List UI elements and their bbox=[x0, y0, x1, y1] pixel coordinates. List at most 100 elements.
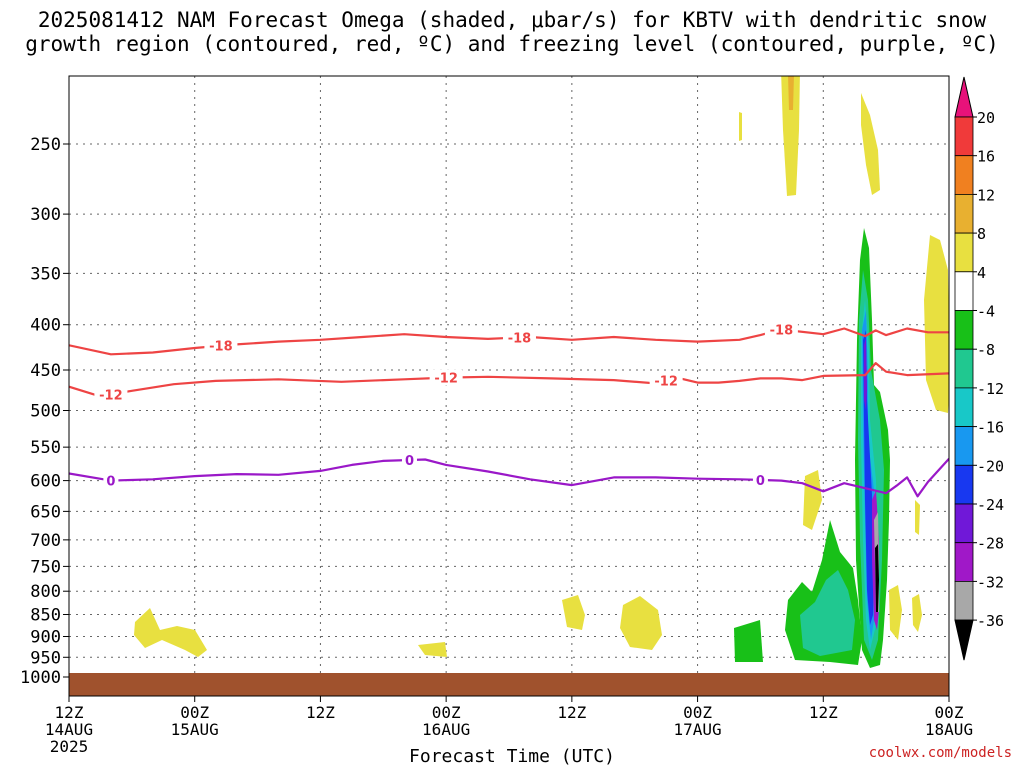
x-tick-label: 17AUG bbox=[673, 720, 721, 739]
omega-blob bbox=[861, 93, 880, 195]
omega-shading bbox=[69, 76, 949, 696]
x-tick-label: 12Z bbox=[809, 703, 838, 722]
y-tick-label: 700 bbox=[30, 531, 61, 551]
colorbar-label: -16 bbox=[977, 419, 1004, 437]
colorbar-top-arrow bbox=[954, 76, 974, 118]
colorbar-label: -20 bbox=[977, 457, 1004, 475]
source-credit: coolwx.com/models bbox=[868, 745, 1012, 761]
colorbar-label: -28 bbox=[977, 535, 1004, 553]
chart-title-line1: 2025081412 NAM Forecast Omega (shaded, μ… bbox=[37, 8, 987, 32]
colorbar-label: 20 bbox=[977, 109, 995, 127]
omega-blob bbox=[620, 596, 662, 650]
omega-blob bbox=[800, 570, 855, 656]
x-tick-label: 18AUG bbox=[925, 720, 973, 739]
y-tick-label: 500 bbox=[30, 402, 61, 422]
contour-line bbox=[69, 362, 949, 398]
y-tick-label: 250 bbox=[30, 135, 61, 155]
colorbar-swatch bbox=[954, 271, 974, 311]
contour-labels: -18 -18 -18 -12 -12 -12 0 0 0 bbox=[94, 321, 798, 490]
omega-blob bbox=[562, 595, 585, 630]
colorbar-swatch bbox=[954, 310, 974, 350]
x-tick-label: 00Z bbox=[180, 703, 209, 722]
contour-label: -18 bbox=[508, 331, 532, 346]
x-tick-label: 12Z bbox=[306, 703, 335, 722]
x-tick-label: 14AUG bbox=[45, 720, 93, 739]
colorbar-swatch bbox=[954, 155, 974, 195]
contour-label: -12 bbox=[99, 389, 123, 404]
omega-blob bbox=[915, 500, 920, 535]
contour-label-bg bbox=[502, 329, 536, 346]
omega-blob bbox=[924, 235, 949, 413]
colorbar-label: -4 bbox=[977, 303, 995, 321]
contour-label-bg bbox=[401, 452, 417, 469]
y-tick-label: 350 bbox=[30, 264, 61, 284]
x-tick-label: 16AUG bbox=[422, 720, 470, 739]
colorbar-swatch bbox=[954, 426, 974, 466]
y-tick-label: 950 bbox=[30, 648, 61, 668]
omega-blob bbox=[134, 608, 207, 657]
contour-label: -18 bbox=[770, 323, 794, 338]
colorbar-label: 8 bbox=[977, 225, 986, 243]
omega-blob bbox=[418, 642, 447, 657]
omega-blob bbox=[781, 76, 800, 196]
y-tick-label: 550 bbox=[30, 438, 61, 458]
x-tick-label: 15AUG bbox=[171, 720, 219, 739]
contour-label-bg bbox=[649, 372, 683, 389]
contour-label: 0 bbox=[405, 454, 414, 469]
x-tick-label: 00Z bbox=[432, 703, 461, 722]
colorbar-swatch bbox=[954, 542, 974, 582]
colorbar-swatch bbox=[954, 116, 974, 157]
colorbar-label: -36 bbox=[977, 612, 1004, 630]
x-tick-label: 00Z bbox=[683, 703, 712, 722]
contour-line bbox=[69, 458, 949, 498]
colorbar-label: 4 bbox=[977, 264, 986, 282]
omega-blob bbox=[889, 585, 902, 640]
contour-label: -12 bbox=[434, 372, 458, 387]
x-tick-label: 2025 bbox=[50, 737, 89, 756]
colorbar-bottom-arrow bbox=[954, 619, 974, 661]
omega-blob bbox=[734, 620, 763, 662]
colorbar-swatch bbox=[954, 387, 974, 427]
colorbar-swatch bbox=[954, 193, 974, 234]
y-tick-label: 400 bbox=[30, 316, 61, 336]
contour-label: 0 bbox=[756, 474, 765, 489]
contour-label: -12 bbox=[654, 375, 678, 390]
grid-lines bbox=[69, 76, 949, 696]
contour-label-bg bbox=[103, 472, 119, 489]
colorbar-swatch bbox=[954, 232, 974, 273]
y-tick-label: 600 bbox=[30, 472, 61, 492]
colorbar-label: -32 bbox=[977, 573, 1004, 591]
omega-blob bbox=[803, 470, 822, 530]
colorbar-swatch bbox=[954, 348, 974, 389]
plot-frame bbox=[68, 75, 950, 697]
ground-surface bbox=[69, 673, 949, 696]
contour-label: 0 bbox=[106, 475, 115, 490]
contour-label-bg bbox=[764, 321, 798, 338]
x-tick-label: 12Z bbox=[557, 703, 586, 722]
omega-blob bbox=[788, 76, 794, 110]
contour-label-bg bbox=[429, 369, 463, 386]
y-tick-label: 650 bbox=[30, 502, 61, 522]
contour-label: -18 bbox=[209, 340, 233, 355]
colorbar-label: 12 bbox=[977, 186, 995, 204]
y-tick-label: 1000 bbox=[20, 668, 61, 688]
y-tick-label: 850 bbox=[30, 606, 61, 626]
y-tick-label: 450 bbox=[30, 361, 61, 381]
omega-blob bbox=[739, 112, 742, 141]
colorbar-swatch bbox=[954, 464, 974, 505]
colorbar-swatch bbox=[954, 581, 974, 621]
x-axis-label: Forecast Time (UTC) bbox=[409, 746, 615, 767]
colorbar-label: -8 bbox=[977, 341, 995, 359]
chart-title-line2: growth region (contoured, red, ºC) and f… bbox=[25, 32, 999, 56]
y-tick-label: 900 bbox=[30, 627, 61, 647]
colorbar-label: 16 bbox=[977, 148, 995, 166]
y-tick-label: 750 bbox=[30, 557, 61, 577]
colorbar-swatch bbox=[954, 503, 974, 544]
x-tick-label: 12Z bbox=[55, 703, 84, 722]
colorbar-label: -12 bbox=[977, 380, 1004, 398]
contour-line bbox=[69, 327, 949, 356]
contour-label-bg bbox=[94, 386, 128, 403]
contour-label-bg bbox=[204, 337, 238, 354]
omega-blob bbox=[912, 594, 922, 632]
